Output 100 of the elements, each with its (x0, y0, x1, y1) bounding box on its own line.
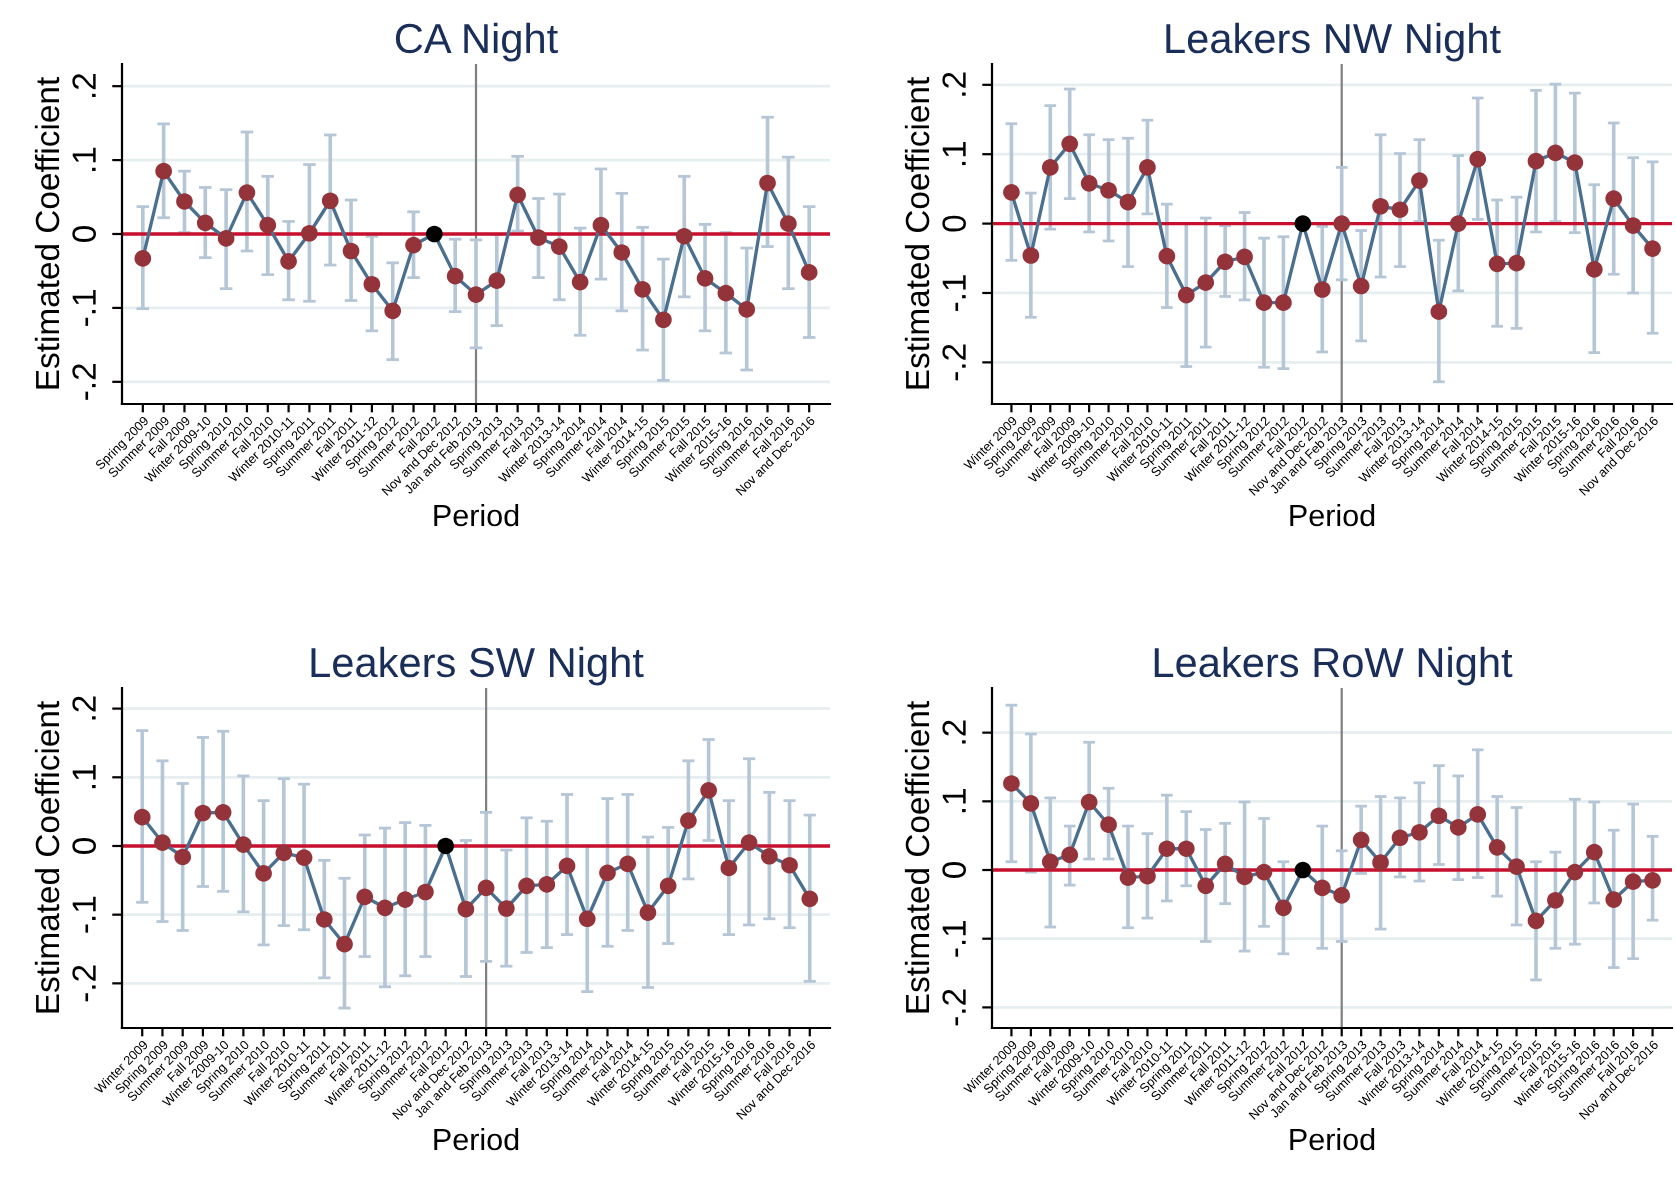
point (1100, 816, 1117, 834)
point (1585, 843, 1603, 861)
point (255, 865, 272, 882)
point (1041, 853, 1059, 871)
x-axis-title: Period (434, 1127, 519, 1151)
point (1177, 840, 1195, 858)
point (675, 227, 693, 245)
point (477, 879, 495, 897)
point (1508, 858, 1525, 875)
point (1333, 215, 1351, 232)
point (1022, 247, 1040, 264)
point (154, 834, 171, 851)
point (655, 311, 672, 329)
point (1294, 861, 1312, 879)
point (1449, 215, 1467, 232)
point (550, 238, 568, 255)
y-tick-label: -.1 (942, 275, 966, 311)
point (1119, 193, 1137, 211)
point (356, 888, 374, 906)
point (384, 302, 402, 320)
point (342, 242, 360, 260)
point (720, 859, 738, 877)
point (1216, 855, 1234, 873)
y-tick-label: .2 (72, 696, 96, 720)
point (1139, 159, 1156, 176)
point (467, 286, 485, 303)
point (639, 904, 657, 921)
point (1411, 823, 1428, 841)
point (1527, 912, 1545, 930)
point (295, 849, 313, 866)
point (717, 284, 735, 302)
point (1275, 294, 1292, 312)
point (238, 184, 256, 201)
chart-title: CA Night (395, 22, 558, 62)
point (301, 224, 318, 242)
point (1139, 867, 1156, 885)
point (530, 229, 547, 247)
point (1177, 286, 1195, 304)
x-axis-title: Period (1290, 503, 1375, 527)
point (1041, 159, 1059, 176)
point (1547, 891, 1564, 909)
point (1391, 201, 1409, 219)
point (1061, 846, 1079, 864)
y-tick-label: -.2 (942, 344, 966, 381)
point (1061, 135, 1079, 153)
point (740, 834, 758, 851)
point (259, 216, 277, 234)
point (592, 216, 610, 234)
point (680, 812, 697, 829)
y-tick-label: -.1 (72, 290, 96, 326)
point (214, 803, 232, 821)
point (426, 225, 443, 243)
point (155, 162, 172, 180)
point (1158, 247, 1176, 265)
point (1566, 863, 1584, 881)
point (599, 864, 616, 882)
point (538, 876, 556, 893)
point (217, 230, 235, 247)
point (801, 890, 819, 908)
point (1391, 829, 1409, 847)
point (1449, 819, 1467, 836)
chart-title: Leakers SW Night (311, 646, 644, 686)
point (1605, 891, 1623, 908)
point (1644, 240, 1661, 257)
point (1585, 261, 1603, 278)
y-tick-label: 0 (72, 838, 96, 854)
point (1294, 215, 1312, 232)
point (1469, 806, 1487, 823)
y-tick-label: .2 (942, 72, 966, 96)
y-tick-label: 0 (942, 862, 966, 878)
point (1255, 863, 1273, 881)
point (1566, 154, 1584, 171)
chart-title: Leakers NW Night (1166, 22, 1501, 62)
point (176, 193, 193, 210)
point (498, 900, 515, 917)
point (1372, 197, 1389, 215)
y-axis-title: Estimated Coefficient (34, 77, 60, 389)
y-tick-label: .2 (72, 73, 96, 98)
point (457, 900, 475, 918)
y-tick-label: -.1 (942, 920, 966, 957)
point (1119, 869, 1137, 886)
point (1527, 152, 1545, 170)
point (1333, 887, 1351, 904)
point (578, 910, 596, 928)
y-tick-label: 0 (942, 215, 966, 232)
y-tick-label: -.2 (72, 965, 96, 1002)
point (1080, 793, 1098, 811)
y-tick-label: -.2 (942, 989, 966, 1026)
y-tick-label: 0 (72, 226, 96, 242)
point (336, 935, 353, 953)
y-axis-title: Estimated Coefficient (904, 77, 930, 389)
point (376, 899, 394, 917)
point (194, 804, 212, 822)
point (488, 272, 506, 289)
point (1430, 807, 1448, 825)
point (1488, 839, 1506, 856)
x-axis-title: Period (434, 503, 519, 527)
y-tick-label: .1 (72, 765, 96, 789)
point (1488, 255, 1506, 273)
y-axis-title: Estimated Coefficient (904, 701, 930, 1013)
